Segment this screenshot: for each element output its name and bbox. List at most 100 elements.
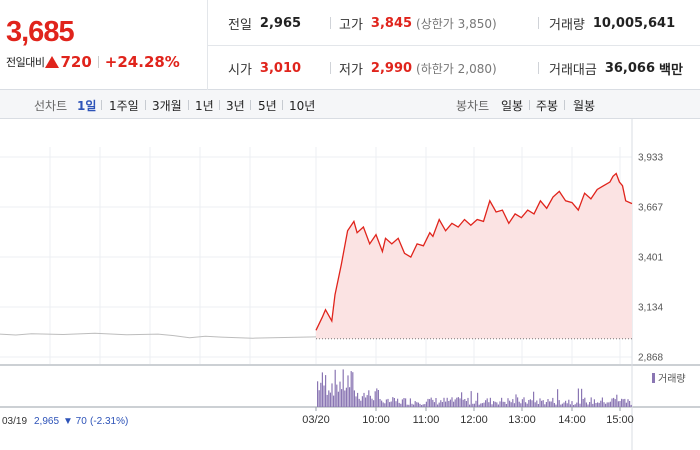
volume-bar <box>606 402 608 407</box>
volume-bar <box>526 403 528 407</box>
volume-bar <box>579 403 581 407</box>
stat-value: 2,990 <box>370 60 413 76</box>
stat-low: 저가 2,990 (하한가 2,080) <box>339 58 497 78</box>
volume-bar <box>320 382 322 407</box>
volume-bar <box>493 401 495 407</box>
change-label: 전일대비 <box>6 56 45 69</box>
volume-bar <box>395 401 397 407</box>
volume-bar <box>536 400 538 407</box>
volume-bar <box>472 403 474 407</box>
volume-bar <box>499 401 501 407</box>
prev-day-series <box>0 332 317 339</box>
tab-10-years[interactable]: 10년 <box>289 99 316 113</box>
volume-bar <box>368 390 370 407</box>
tab-weekly-candle[interactable]: 주봉 <box>536 99 559 113</box>
volume-bar <box>582 399 584 407</box>
stat-label: 거래대금 <box>549 62 597 78</box>
volume-bar <box>613 397 615 407</box>
volume-bar <box>507 398 509 407</box>
volume-bar <box>496 402 498 407</box>
volume-bar <box>533 391 535 407</box>
volume-bar <box>392 397 394 407</box>
stat-value: 36,066 <box>604 60 656 76</box>
volume-bar <box>517 397 519 407</box>
volume-bar <box>401 399 403 407</box>
stat-value: 10,005,641 <box>592 15 676 31</box>
volume-bar <box>448 401 450 407</box>
volume-bar <box>429 399 431 407</box>
volume-bar <box>541 400 543 407</box>
quote-summary-panel: 3,685 전일대비 720 +24.28% 전일 2,965 고가 3,845… <box>0 0 700 90</box>
y-axis: 3,933 3,667 3,401 3,134 2,868 <box>638 153 663 364</box>
volume-bar <box>411 403 413 407</box>
tab-1-day[interactable]: 1일 <box>77 99 97 113</box>
volume-bar <box>581 388 583 407</box>
volume-bar <box>605 403 607 407</box>
volume-bar <box>587 404 589 407</box>
volume-bar <box>422 404 424 407</box>
volume-bar <box>337 391 339 407</box>
volume-bar <box>357 392 359 407</box>
volume-bar <box>432 399 434 407</box>
volume-bar <box>488 402 490 407</box>
volume-bar <box>389 402 391 407</box>
volume-bar <box>598 402 600 407</box>
volume-bar <box>342 369 344 407</box>
stat-amount: 거래대금 36,066 백만 <box>549 58 683 78</box>
volume-bar <box>616 394 618 407</box>
volume-bar <box>441 402 443 407</box>
tab-1-year[interactable]: 1년 <box>195 99 214 113</box>
tab-daily-candle[interactable]: 일봉 <box>501 99 524 113</box>
volume-bar <box>513 403 515 407</box>
volume-bar <box>408 404 410 407</box>
volume-bar <box>521 399 523 407</box>
divider <box>282 100 283 110</box>
volume-bar <box>483 402 485 407</box>
volume-bar <box>326 394 328 407</box>
intraday-series <box>315 172 633 340</box>
change-amount: 720 <box>60 53 92 71</box>
volume-bar <box>449 399 451 407</box>
volume-bar <box>456 397 458 407</box>
volume-bar <box>437 404 439 407</box>
volume-bar <box>525 402 527 407</box>
volume-bar <box>625 402 627 407</box>
volume-bar <box>504 401 506 407</box>
footer-date: 03/19 <box>2 416 27 427</box>
volume-legend: 거래량 <box>652 373 686 385</box>
tab-3-months[interactable]: 3개월 <box>152 99 182 113</box>
tab-monthly-candle[interactable]: 월봉 <box>573 99 596 113</box>
volume-bar <box>325 375 327 407</box>
tab-5-years[interactable]: 5년 <box>258 99 277 113</box>
volume-bar <box>555 404 557 407</box>
volume-bar <box>425 401 427 407</box>
volume-bar <box>630 404 632 407</box>
volume-bar <box>374 391 376 407</box>
volume-bar <box>355 396 357 407</box>
volume-bar <box>611 398 613 407</box>
volume-bar <box>576 402 578 407</box>
volume-bar <box>363 392 365 407</box>
volume-bar <box>419 403 421 407</box>
volume-bar <box>529 399 531 407</box>
volume-bar <box>501 397 503 407</box>
volume-bar <box>334 369 336 407</box>
tab-1-week[interactable]: 1주일 <box>109 99 139 113</box>
volume-bar <box>494 401 496 407</box>
volume-bar <box>585 402 587 407</box>
volume-bar <box>440 400 442 407</box>
volume-bar <box>595 403 597 407</box>
volume-bar <box>489 397 491 407</box>
volume-bar <box>373 400 375 407</box>
volume-bar <box>566 403 568 407</box>
volume-bar <box>376 388 378 407</box>
divider <box>208 45 700 46</box>
chart-period-toolbar: 선차트 1일 1주일 3개월 1년 3년 5년 10년 봉차트 일봉 주봉 월봉 <box>0 90 700 119</box>
volume-bar <box>560 404 562 407</box>
volume-bar <box>520 403 522 407</box>
divider <box>330 17 331 29</box>
volume-bar <box>435 398 437 407</box>
tab-3-years[interactable]: 3년 <box>226 99 245 113</box>
volume-bar <box>574 404 576 407</box>
volume-bar <box>477 392 479 407</box>
